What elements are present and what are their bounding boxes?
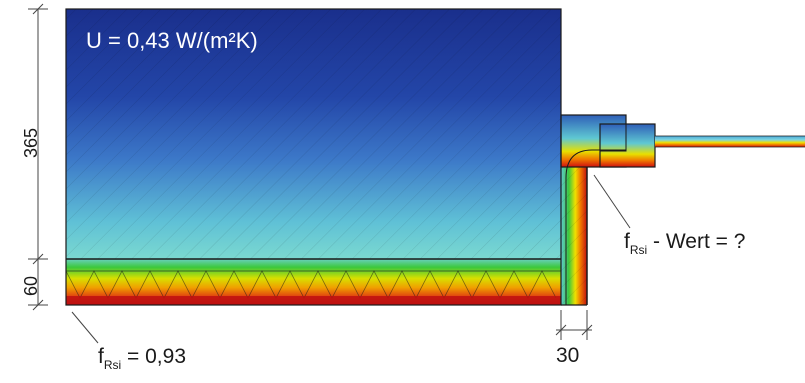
frsi-right-subscript: Rsi — [629, 243, 648, 257]
frsi-bottom-label: fRsi = 0,93 — [98, 345, 186, 371]
glazing — [655, 136, 805, 147]
dimension-line-left — [28, 3, 48, 311]
frsi-right-value: - Wert = ? — [647, 230, 746, 253]
frsi-bottom-symbol: f — [98, 345, 104, 368]
dimension-365-label: 365 — [21, 127, 41, 158]
leader-line-right — [593, 174, 631, 229]
dimension-30-label: 30 — [556, 344, 580, 367]
frsi-right-symbol: f — [624, 230, 630, 253]
dimension-60-label: 60 — [21, 275, 41, 296]
frsi-bottom-value: = 0,93 — [121, 345, 186, 368]
insulation-zigzag — [65, 270, 557, 299]
frsi-right-label: fRsi - Wert = ? — [624, 230, 746, 256]
dimension-line-bottom — [555, 310, 593, 340]
frsi-bottom-subscript: Rsi — [103, 358, 122, 372]
u-value-label: U = 0,43 W/(m²K) — [86, 28, 258, 53]
leader-line-bottom — [71, 311, 99, 344]
